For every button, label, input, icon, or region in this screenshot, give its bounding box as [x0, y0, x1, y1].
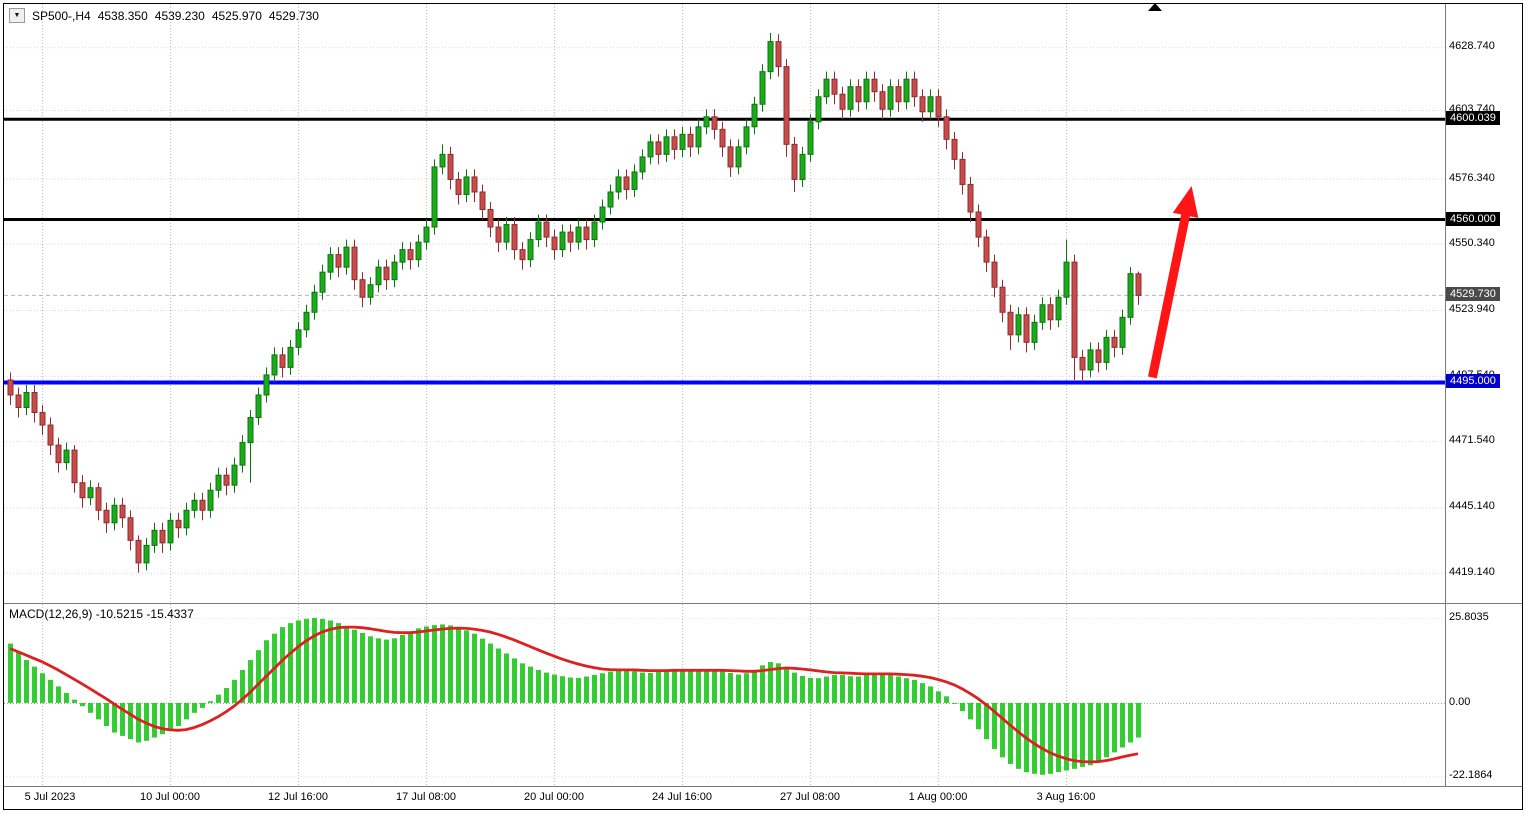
- chart-end-marker-icon: [1148, 3, 1162, 11]
- macd-histogram: [8, 617, 1141, 775]
- macd-indicator-label: MACD(12,26,9) -10.5215 -15.4337: [9, 607, 194, 621]
- macd-signal-line: [9, 625, 1139, 764]
- trend-arrow-head[interactable]: [1172, 185, 1199, 218]
- ohlc-close: 4529.730: [268, 8, 319, 23]
- symbol-label: SP500-,H4: [32, 8, 91, 23]
- chart-title: ▼ SP500-,H4 4538.350 4539.230 4525.970 4…: [9, 8, 319, 23]
- ohlc-open: 4538.350: [97, 8, 148, 23]
- ohlc-low: 4525.970: [211, 8, 262, 23]
- trend-arrow-shaft[interactable]: [1147, 210, 1191, 379]
- symbol-dropdown-icon[interactable]: ▼: [9, 8, 25, 23]
- candlestick-series: [7, 32, 1142, 573]
- chart-border: [3, 3, 1523, 810]
- ohlc-high: 4539.230: [154, 8, 205, 23]
